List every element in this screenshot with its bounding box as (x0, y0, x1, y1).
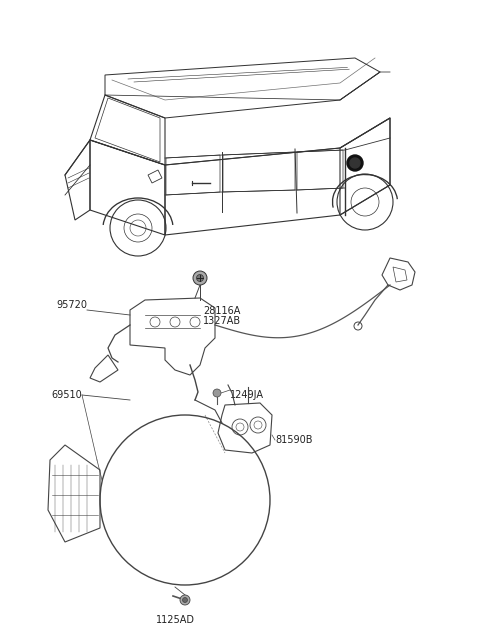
Text: 95720: 95720 (56, 300, 87, 310)
Circle shape (347, 155, 363, 171)
Text: 1249JA: 1249JA (230, 390, 264, 400)
Circle shape (213, 389, 221, 397)
Text: 1327AB: 1327AB (203, 316, 241, 326)
Text: 1125AD: 1125AD (156, 615, 194, 625)
Circle shape (193, 271, 207, 285)
Text: 28116A: 28116A (203, 306, 240, 316)
Circle shape (180, 595, 190, 605)
Circle shape (350, 158, 360, 168)
Text: 69510: 69510 (51, 390, 82, 400)
Circle shape (196, 275, 204, 281)
Text: 81590B: 81590B (275, 435, 312, 445)
Circle shape (182, 597, 188, 602)
